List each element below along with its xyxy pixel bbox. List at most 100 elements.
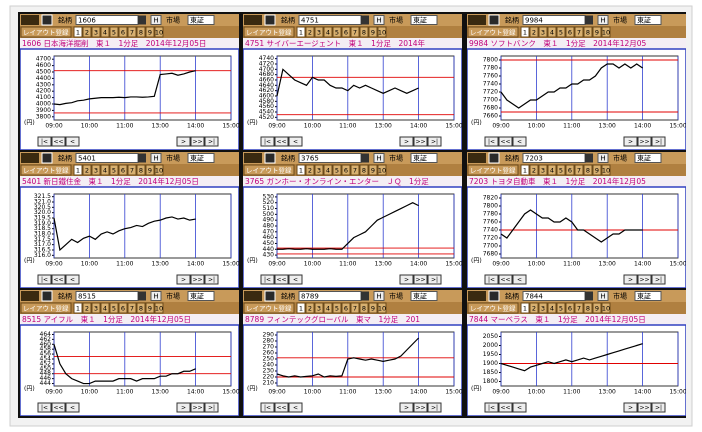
market-box[interactable] xyxy=(634,153,662,163)
layout-number-button[interactable] xyxy=(538,164,548,176)
icon-button[interactable] xyxy=(41,152,53,164)
layout-number-button[interactable] xyxy=(91,164,101,176)
layout-number-button[interactable] xyxy=(323,26,333,38)
market-box[interactable] xyxy=(410,153,438,163)
layout-number-button[interactable] xyxy=(377,26,387,38)
layout-number-button[interactable] xyxy=(565,302,575,314)
layout-number-button[interactable] xyxy=(359,302,369,314)
layout-number-button[interactable] xyxy=(556,26,566,38)
layout-number-button[interactable] xyxy=(305,302,315,314)
layout-number-button[interactable] xyxy=(601,164,611,176)
layout-number-button[interactable] xyxy=(592,302,602,314)
layout-number-button[interactable] xyxy=(332,164,342,176)
layout-register-button[interactable] xyxy=(467,302,519,314)
nav-button[interactable] xyxy=(65,402,80,413)
arrows-button[interactable] xyxy=(468,153,486,163)
layout-number-button[interactable] xyxy=(145,26,155,38)
nav-button[interactable] xyxy=(37,136,52,147)
nav-button[interactable] xyxy=(651,402,666,413)
layout-number-button[interactable] xyxy=(109,302,119,314)
nav-button[interactable] xyxy=(288,402,303,413)
h-button[interactable] xyxy=(373,15,385,25)
layout-number-button[interactable] xyxy=(73,164,83,176)
layout-number-button[interactable] xyxy=(583,164,593,176)
arrows-button[interactable] xyxy=(244,291,262,301)
nav-button[interactable] xyxy=(413,402,428,413)
layout-number-button[interactable] xyxy=(520,164,530,176)
h-button[interactable] xyxy=(150,153,162,163)
layout-number-button[interactable] xyxy=(82,164,92,176)
layout-number-button[interactable] xyxy=(82,302,92,314)
layout-number-button[interactable] xyxy=(359,164,369,176)
nav-button[interactable] xyxy=(498,274,513,285)
nav-button[interactable] xyxy=(190,402,205,413)
nav-button[interactable] xyxy=(399,274,414,285)
nav-button[interactable] xyxy=(427,274,442,285)
layout-number-button[interactable] xyxy=(332,302,342,314)
nav-button[interactable] xyxy=(176,136,191,147)
nav-button[interactable] xyxy=(427,136,442,147)
layout-number-button[interactable] xyxy=(136,302,146,314)
layout-number-button[interactable] xyxy=(136,164,146,176)
dropdown[interactable] xyxy=(361,291,369,301)
layout-number-button[interactable] xyxy=(556,302,566,314)
icon-button[interactable] xyxy=(264,14,276,26)
layout-number-button[interactable] xyxy=(127,302,137,314)
h-button[interactable] xyxy=(150,291,162,301)
layout-number-button[interactable] xyxy=(323,164,333,176)
dropdown[interactable] xyxy=(585,15,593,25)
layout-number-button[interactable] xyxy=(118,302,128,314)
layout-number-button[interactable] xyxy=(547,302,557,314)
icon-button[interactable] xyxy=(488,152,500,164)
nav-button[interactable] xyxy=(260,402,275,413)
layout-number-button[interactable] xyxy=(350,164,360,176)
layout-register-button[interactable] xyxy=(243,164,295,176)
layout-number-button[interactable] xyxy=(377,302,387,314)
nav-button[interactable] xyxy=(498,402,513,413)
nav-button[interactable] xyxy=(637,274,652,285)
layout-number-button[interactable] xyxy=(341,164,351,176)
nav-button[interactable] xyxy=(51,274,66,285)
layout-number-button[interactable] xyxy=(100,302,110,314)
layout-register-button[interactable] xyxy=(20,164,72,176)
layout-register-button[interactable] xyxy=(467,164,519,176)
layout-register-button[interactable] xyxy=(243,26,295,38)
layout-number-button[interactable] xyxy=(574,302,584,314)
layout-number-button[interactable] xyxy=(574,26,584,38)
layout-number-button[interactable] xyxy=(350,302,360,314)
nav-button[interactable] xyxy=(204,402,219,413)
layout-number-button[interactable] xyxy=(538,302,548,314)
nav-button[interactable] xyxy=(512,402,527,413)
layout-number-button[interactable] xyxy=(520,302,530,314)
layout-number-button[interactable] xyxy=(73,302,83,314)
nav-button[interactable] xyxy=(288,136,303,147)
nav-button[interactable] xyxy=(37,274,52,285)
layout-number-button[interactable] xyxy=(565,164,575,176)
h-button[interactable] xyxy=(597,15,609,25)
layout-number-button[interactable] xyxy=(529,26,539,38)
nav-button[interactable] xyxy=(399,402,414,413)
nav-button[interactable] xyxy=(623,274,638,285)
layout-number-button[interactable] xyxy=(520,26,530,38)
layout-number-button[interactable] xyxy=(109,164,119,176)
market-box[interactable] xyxy=(410,291,438,301)
nav-button[interactable] xyxy=(37,402,52,413)
nav-button[interactable] xyxy=(413,136,428,147)
nav-button[interactable] xyxy=(204,274,219,285)
nav-button[interactable] xyxy=(65,274,80,285)
layout-number-button[interactable] xyxy=(91,26,101,38)
icon-button[interactable] xyxy=(41,14,53,26)
market-box[interactable] xyxy=(187,153,215,163)
h-button[interactable] xyxy=(373,291,385,301)
layout-number-button[interactable] xyxy=(109,26,119,38)
nav-button[interactable] xyxy=(512,274,527,285)
dropdown[interactable] xyxy=(138,15,146,25)
layout-number-button[interactable] xyxy=(377,164,387,176)
layout-number-button[interactable] xyxy=(529,302,539,314)
arrows-button[interactable] xyxy=(21,291,39,301)
layout-number-button[interactable] xyxy=(154,302,164,314)
h-button[interactable] xyxy=(373,153,385,163)
layout-number-button[interactable] xyxy=(154,26,164,38)
layout-number-button[interactable] xyxy=(368,302,378,314)
layout-number-button[interactable] xyxy=(601,26,611,38)
